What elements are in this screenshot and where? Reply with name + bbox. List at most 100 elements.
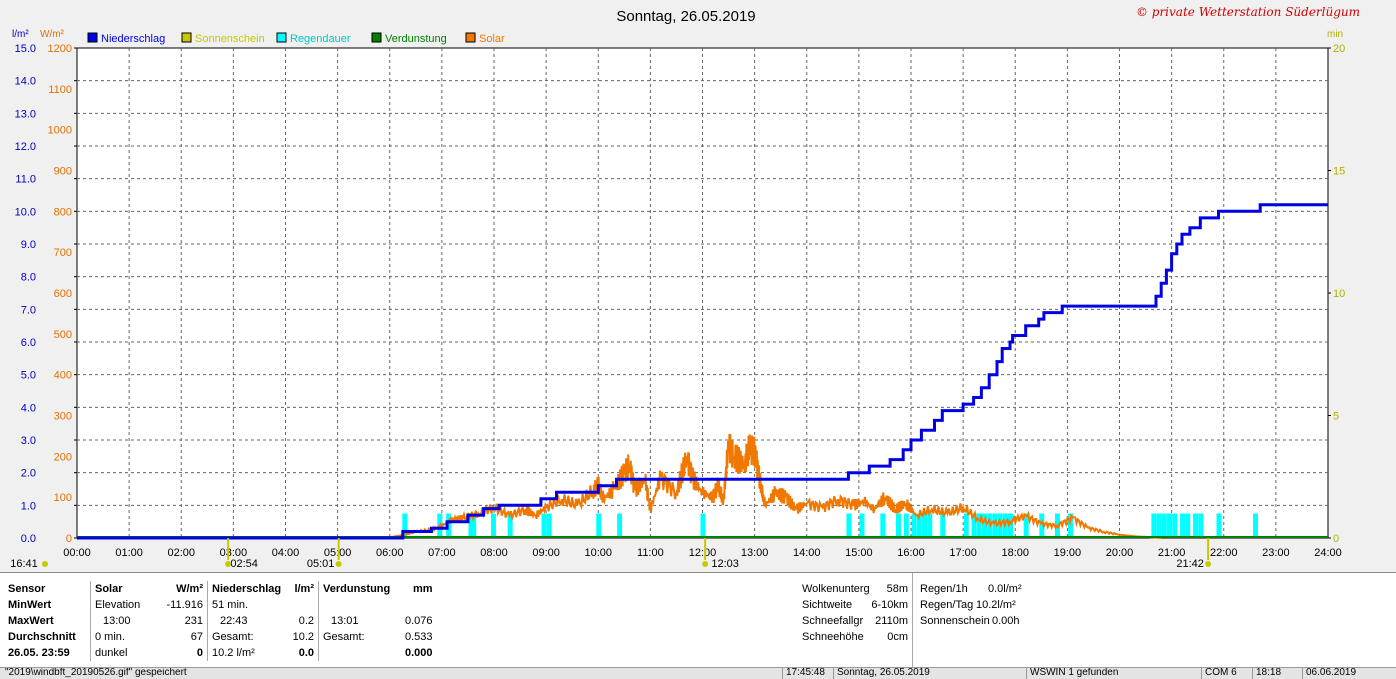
- rain-duration-bar: [596, 513, 602, 538]
- event-label: 02:54: [230, 558, 258, 570]
- y-rain-tick-label: 14.0: [15, 76, 36, 88]
- rain-duration-bar: [1161, 513, 1167, 538]
- stats-row-min: MinWert Elevation -11.916 51 min.: [4, 597, 437, 613]
- rain-duration-bar: [1039, 513, 1045, 538]
- rain-duration-bar: [903, 513, 909, 538]
- rain-duration-legend-swatch: [276, 32, 287, 43]
- cell: [318, 645, 401, 661]
- rain-duration-bar: [916, 513, 922, 538]
- stats-header-row: Sensor Solar W/m² Niederschlag l/m² Verd…: [4, 581, 437, 597]
- y-rain-tick-label: 12.0: [15, 141, 36, 153]
- sun-event-marker: [335, 561, 342, 567]
- row-label: 26.05. 23:59: [8, 647, 70, 659]
- x-tick-label: 19:00: [1054, 547, 1082, 559]
- cell: Gesamt:: [207, 629, 288, 645]
- y-rain-tick-label: 6.0: [21, 337, 36, 349]
- info-value: 6-10km: [871, 599, 908, 611]
- visibility-info: Wolkenunterg 58m Sichtweite 6-10km Schneef…: [802, 583, 908, 647]
- cell: Elevation: [90, 597, 161, 613]
- rain-duration-bar: [446, 513, 452, 538]
- series-lines: [77, 203, 1328, 540]
- rain-duration-bar: [1193, 513, 1199, 538]
- rain-duration-bar: [1167, 513, 1173, 538]
- header-evaporation: Verdunstung: [318, 581, 401, 597]
- evaporation-legend-swatch: [371, 32, 382, 43]
- x-tick-label: 15:00: [845, 547, 873, 559]
- info-value: 58m: [886, 583, 908, 595]
- sun-event-marker: [42, 561, 48, 567]
- event-label: 12:03: [711, 558, 739, 570]
- info-divider: [912, 573, 913, 668]
- rain-duration-bar: [981, 513, 987, 538]
- cell: 231: [184, 615, 203, 627]
- stats-row-max: MaxWert 13:00 231 22:43 0.2 13:01 0.076: [4, 613, 437, 629]
- rain-sun-info: Regen/1h 0.0l/m² Regen/Tag 10.2l/m² Sonnen…: [920, 583, 1022, 631]
- legend-label: Niederschlag: [101, 33, 165, 45]
- rain-duration-bar: [895, 513, 901, 538]
- cell: dunkel: [90, 645, 161, 661]
- y-rain-tick-label: 2.0: [21, 468, 36, 480]
- rain-duration-bar: [617, 513, 623, 538]
- x-tick-label: 10:00: [584, 547, 612, 559]
- unit-right: min: [1327, 29, 1343, 40]
- rain-duration-bar: [471, 513, 477, 538]
- weather-chart: Sonntag, 26.05.2019 © private Wetterstat…: [10, 5, 1360, 570]
- x-tick-label: 05:00: [324, 547, 352, 559]
- info-label: Schneehöhe: [802, 631, 864, 643]
- info-label: Sonnenschein: [920, 615, 990, 627]
- y-right-tick-label: 20: [1333, 43, 1345, 55]
- legend-label: Solar: [479, 33, 505, 45]
- info-value: 10.2l/m²: [976, 599, 1016, 611]
- x-tick-label: 21:00: [1158, 547, 1186, 559]
- info-label: Schneefallgr: [802, 615, 864, 627]
- info-row: Sonnenschein 0.00h: [920, 615, 1022, 631]
- y-rain-tick-label: 11.0: [15, 174, 36, 186]
- event-label: 05:01: [307, 558, 335, 570]
- cell: 0: [196, 647, 203, 659]
- x-tick-label: 09:00: [532, 547, 560, 559]
- y-solar-tick-label: 600: [54, 288, 72, 300]
- cell: 0.076: [405, 615, 433, 627]
- rain-duration-bar: [976, 513, 982, 538]
- event-label: 21:42: [1176, 558, 1204, 570]
- cell: 0 min.: [90, 629, 161, 645]
- row-label: MinWert: [8, 599, 52, 611]
- legend-label: Sonnenschein: [195, 33, 265, 45]
- x-tick-label: 24:00: [1314, 547, 1342, 559]
- y-right-tick-label: 0: [1333, 533, 1339, 545]
- sun-event-marker: [702, 561, 709, 567]
- y-rain-tick-label: 5.0: [21, 370, 36, 382]
- chart-title: Sonntag, 26.05.2019: [616, 8, 755, 25]
- cell: 51 min.: [207, 597, 288, 613]
- y-rain-tick-label: 8.0: [21, 272, 36, 284]
- rain-duration-bar: [880, 513, 886, 538]
- sun-legend-swatch: [181, 32, 192, 43]
- y-rain-tick-label: 7.0: [21, 304, 36, 316]
- cell: 22:43: [207, 613, 288, 629]
- rain-duration-bar: [1216, 513, 1222, 538]
- rain-duration-bar: [490, 513, 496, 538]
- x-tick-label: 13:00: [741, 547, 769, 559]
- info-label: Wolkenunterg: [802, 583, 870, 595]
- rain-duration-bar: [1198, 513, 1204, 538]
- y-solar-tick-label: 400: [54, 370, 72, 382]
- rain-duration-bar: [546, 513, 552, 538]
- cell: [318, 597, 401, 613]
- cell: 67: [190, 631, 203, 643]
- rain-duration-bar: [402, 513, 408, 538]
- y-solar-tick-label: 900: [54, 166, 72, 178]
- cell: 0.0: [298, 647, 314, 659]
- x-tick-label: 11:00: [637, 547, 664, 559]
- y-solar-tick-label: 1000: [48, 125, 72, 137]
- x-tick-label: 12:00: [689, 547, 717, 559]
- rain-duration-bar: [1151, 513, 1157, 538]
- header-solar: Solar: [90, 581, 161, 597]
- cell: 13:01: [318, 613, 401, 629]
- status-clock: 18:18: [1252, 668, 1281, 679]
- x-tick-label: 01:00: [115, 547, 143, 559]
- x-tick-label: 14:00: [793, 547, 821, 559]
- info-value: 0.0l/m²: [988, 583, 1022, 595]
- y-rain-tick-label: 3.0: [21, 435, 36, 447]
- cell: 13:00: [90, 613, 161, 629]
- cell: [401, 597, 437, 613]
